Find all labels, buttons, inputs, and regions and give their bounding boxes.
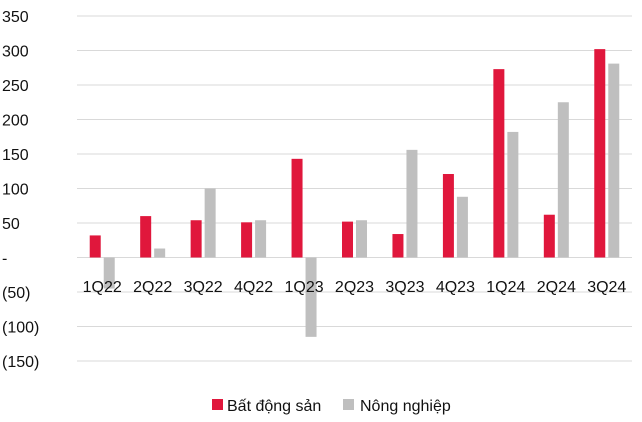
- gridlines: [77, 15, 632, 362]
- bar-bat-dong-san: [140, 216, 152, 258]
- bar-nong-nghiep: [305, 257, 317, 337]
- bar-nong-nghiep: [406, 149, 418, 258]
- bar-bat-dong-san: [190, 220, 202, 258]
- x-tick-label: 2Q23: [335, 279, 374, 296]
- bar-bat-dong-san: [291, 158, 303, 258]
- y-tick-label: 100: [2, 182, 29, 199]
- y-tick-label: -: [2, 251, 7, 268]
- y-tick-label: 250: [2, 78, 29, 95]
- bar-bat-dong-san: [241, 222, 253, 258]
- bar-nong-nghiep: [356, 220, 367, 258]
- legend-label: Bất động sản: [227, 398, 321, 415]
- bar-bat-dong-san: [342, 221, 353, 258]
- x-tick-label: 1Q23: [284, 279, 323, 296]
- legend: Bất động sản Nông nghiệp: [212, 398, 451, 415]
- y-tick-label: (150): [2, 354, 39, 371]
- bars: [89, 49, 620, 337]
- y-axis-ticks: 350 300 250 200 150 100 50 - (50) (100) (150): [2, 9, 39, 371]
- legend-swatch: [343, 399, 354, 410]
- y-tick-label: (50): [2, 285, 30, 302]
- x-tick-label: 2Q24: [537, 279, 576, 296]
- legend-label: Nông nghiệp: [360, 398, 451, 415]
- bar-nong-nghiep: [204, 188, 216, 258]
- bar-nong-nghiep: [103, 257, 115, 289]
- y-tick-label: 150: [2, 147, 29, 164]
- x-tick-label: 3Q24: [587, 279, 626, 296]
- bar-bat-dong-san: [594, 49, 606, 258]
- x-tick-label: 4Q23: [436, 279, 475, 296]
- bar-nong-nghiep: [456, 196, 468, 258]
- y-tick-label: 350: [2, 9, 29, 26]
- bar-nong-nghiep: [154, 248, 166, 258]
- x-tick-label: 4Q22: [234, 279, 273, 296]
- bar-bat-dong-san: [89, 235, 101, 258]
- x-axis-ticks: 1Q22 2Q22 3Q22 4Q22 1Q23 2Q23 3Q23 4Q23 1Q24 2Q24…: [83, 279, 627, 296]
- x-tick-label: 1Q22: [83, 279, 122, 296]
- x-tick-label: 3Q22: [184, 279, 223, 296]
- bar-bat-dong-san: [442, 174, 454, 258]
- legend-swatch: [212, 399, 223, 410]
- y-tick-label: (100): [2, 320, 39, 337]
- bar-bat-dong-san: [493, 69, 505, 258]
- bar-nong-nghiep: [507, 131, 519, 258]
- x-tick-label: 3Q23: [385, 279, 424, 296]
- bar-nong-nghiep: [255, 220, 267, 258]
- y-tick-label: 300: [2, 44, 29, 61]
- bar-bat-dong-san: [543, 214, 555, 258]
- y-tick-label: 50: [2, 216, 20, 233]
- y-tick-label: 200: [2, 113, 29, 130]
- bar-bat-dong-san: [392, 234, 404, 258]
- bar-nong-nghiep: [557, 102, 569, 258]
- bar-nong-nghiep: [608, 63, 620, 258]
- x-tick-label: 1Q24: [486, 279, 525, 296]
- x-tick-label: 2Q22: [133, 279, 172, 296]
